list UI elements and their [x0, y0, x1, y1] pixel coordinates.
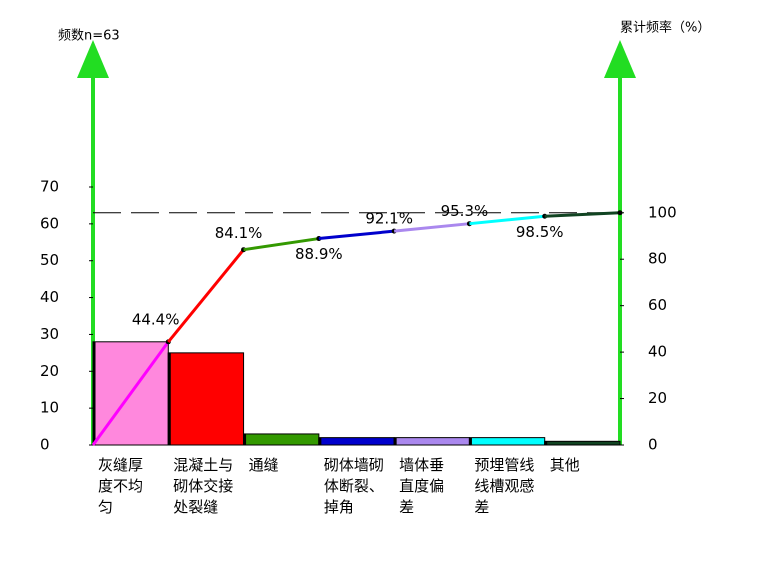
x-tick-label: 墙体垂直度偏差 [399, 456, 445, 516]
cumulative-segment [469, 214, 545, 226]
y2-tick-label: 100 [648, 203, 677, 221]
bar [318, 437, 395, 446]
bar [393, 437, 470, 446]
bar [544, 440, 621, 446]
data-label: 44.4% [132, 310, 180, 328]
y-tick-label: 0 [40, 436, 50, 454]
cumulative-segment [544, 211, 621, 218]
x-tick-label: 其他 [549, 456, 580, 474]
y-tick-label: 60 [40, 214, 59, 232]
x-tick-label: 通缝 [248, 456, 279, 474]
y-tick-label: 30 [40, 325, 59, 343]
x-tick-label: 砌体墙砌体断裂、掉角 [323, 456, 384, 516]
y2-tick-label: 80 [648, 250, 667, 268]
bar [468, 437, 546, 446]
y-tick-label: 50 [40, 251, 59, 269]
axis-arrow [77, 40, 109, 78]
data-label: 84.1% [215, 224, 263, 242]
data-label: 92.1% [365, 210, 413, 228]
cumulative-segment [243, 237, 320, 252]
x-tick-label: 灰缝厚度不均匀 [98, 456, 144, 516]
bar [243, 433, 320, 446]
y2-tick-label: 0 [648, 436, 658, 454]
y-axis-label: 频数n=63 [58, 29, 120, 44]
x-tick-label: 混凝土与砌体交接处裂缝 [173, 456, 234, 516]
axis-arrow [604, 40, 636, 78]
cumulative-point [617, 210, 623, 216]
y-tick-label: 70 [40, 178, 59, 196]
cumulative-segment [318, 229, 395, 241]
cumulative-segment [393, 222, 470, 233]
cumulative-segment [167, 248, 245, 343]
bar [167, 352, 245, 446]
y2-tick-label: 20 [648, 389, 667, 407]
x-tick-label: 预埋管线线槽观感差 [474, 456, 535, 516]
cumulative-segment [91, 341, 170, 446]
y-tick-label: 10 [40, 399, 59, 417]
y-tick-label: 20 [40, 362, 59, 380]
y2-tick-label: 40 [648, 343, 667, 361]
data-label: 88.9% [295, 245, 343, 263]
data-label: 95.3% [441, 202, 489, 220]
y2-tick-label: 60 [648, 296, 667, 314]
y2-axis-label: 累计频率（%） [620, 20, 710, 36]
data-label: 98.5% [516, 223, 564, 241]
y-tick-label: 40 [40, 288, 59, 306]
